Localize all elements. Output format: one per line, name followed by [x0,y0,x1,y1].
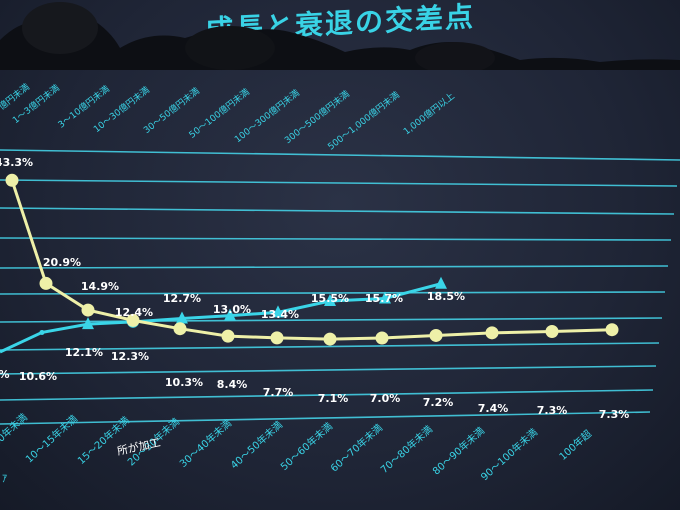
bottom-category-label: 60～70年未満 [328,421,385,474]
yellow-value-label: 14.9% [81,280,119,293]
gridline [0,237,672,241]
gridline [0,365,657,375]
gridline [0,291,666,295]
gridline [0,411,651,425]
bottom-category-label: 50～60年未満 [278,420,335,473]
gridline [0,265,669,269]
gridline [0,179,678,187]
cyan-value-label: 10.6% [19,370,57,383]
cyan-series-point [324,294,336,307]
cyan-value-label: 13.0% [213,303,251,316]
yellow-value-label: 7.3% [537,404,568,417]
cyan-value-label: 12.1% [65,346,103,359]
bottom-category-label: 100年超 [556,427,594,463]
cyan-value-label: % [0,368,10,381]
bottom-category-label: 10～15年未満 [23,412,80,465]
cyan-value-label: 15.7% [365,292,403,305]
cyan-series-point [82,317,94,330]
cyan-series-point [176,311,188,324]
yellow-series-point [81,303,95,317]
yellow-value-label: 7.4% [478,402,509,415]
cyan-value-label: 13.4% [261,308,299,321]
top-category-label: 1,000億円以上 [401,90,457,137]
yellow-value-label: 20.9% [43,256,81,269]
cyan-series-line [0,282,442,354]
cyan-value-label: 12.3% [111,350,149,363]
yellow-series-point [173,322,187,336]
gridline [0,317,663,323]
yellow-value-label: 8.4% [217,378,248,391]
cyan-series-point [379,291,391,304]
bottom-category-label: ～10年未満 [0,411,30,456]
yellow-series-point [39,276,53,290]
yellow-series-point [126,313,140,327]
source-fragment: ｱ [2,474,7,485]
cyan-series-point [224,308,236,321]
yellow-value-label: 7.1% [318,392,349,405]
yellow-value-label: 12.4% [115,306,153,319]
yellow-value-label: 7.0% [370,392,401,405]
gridline [0,207,675,215]
cyan-series-point [272,305,284,318]
cyan-series-point [39,329,45,335]
yellow-value-label: 10.3% [165,376,203,389]
yellow-series-point [5,173,19,187]
yellow-value-label: 43.3% [0,156,33,169]
gridline [0,389,654,401]
bottom-category-label: 90～100年未満 [478,426,540,484]
yellow-series-point [485,326,499,340]
cyan-value-label: 15.5% [311,292,349,305]
audience-silhouettes [0,2,680,70]
yellow-value-label: 7.2% [423,396,454,409]
bottom-category-label: 40～50年未満 [228,418,285,471]
gridline [0,342,660,351]
bottom-category-label: 70～80年未満 [378,423,435,476]
yellow-series-point [221,329,235,343]
yellow-series-point [323,332,337,346]
yellow-series-point [429,328,443,342]
gridline [0,149,680,161]
yellow-series-point [270,331,284,345]
bottom-category-label: 80～90年未満 [430,424,487,477]
cyan-series-point [435,276,447,289]
yellow-series-point [375,331,389,345]
yellow-series-point [545,324,559,338]
cyan-value-label: 12.7% [163,292,201,305]
bottom-category-label: 30～40年未満 [177,417,234,470]
yellow-series-point [605,323,619,337]
yellow-value-label: 7.7% [263,386,294,399]
cyan-value-label: 18.5% [427,290,465,303]
yellow-value-label: 7.3% [599,408,630,421]
yellow-series-line [10,179,613,341]
